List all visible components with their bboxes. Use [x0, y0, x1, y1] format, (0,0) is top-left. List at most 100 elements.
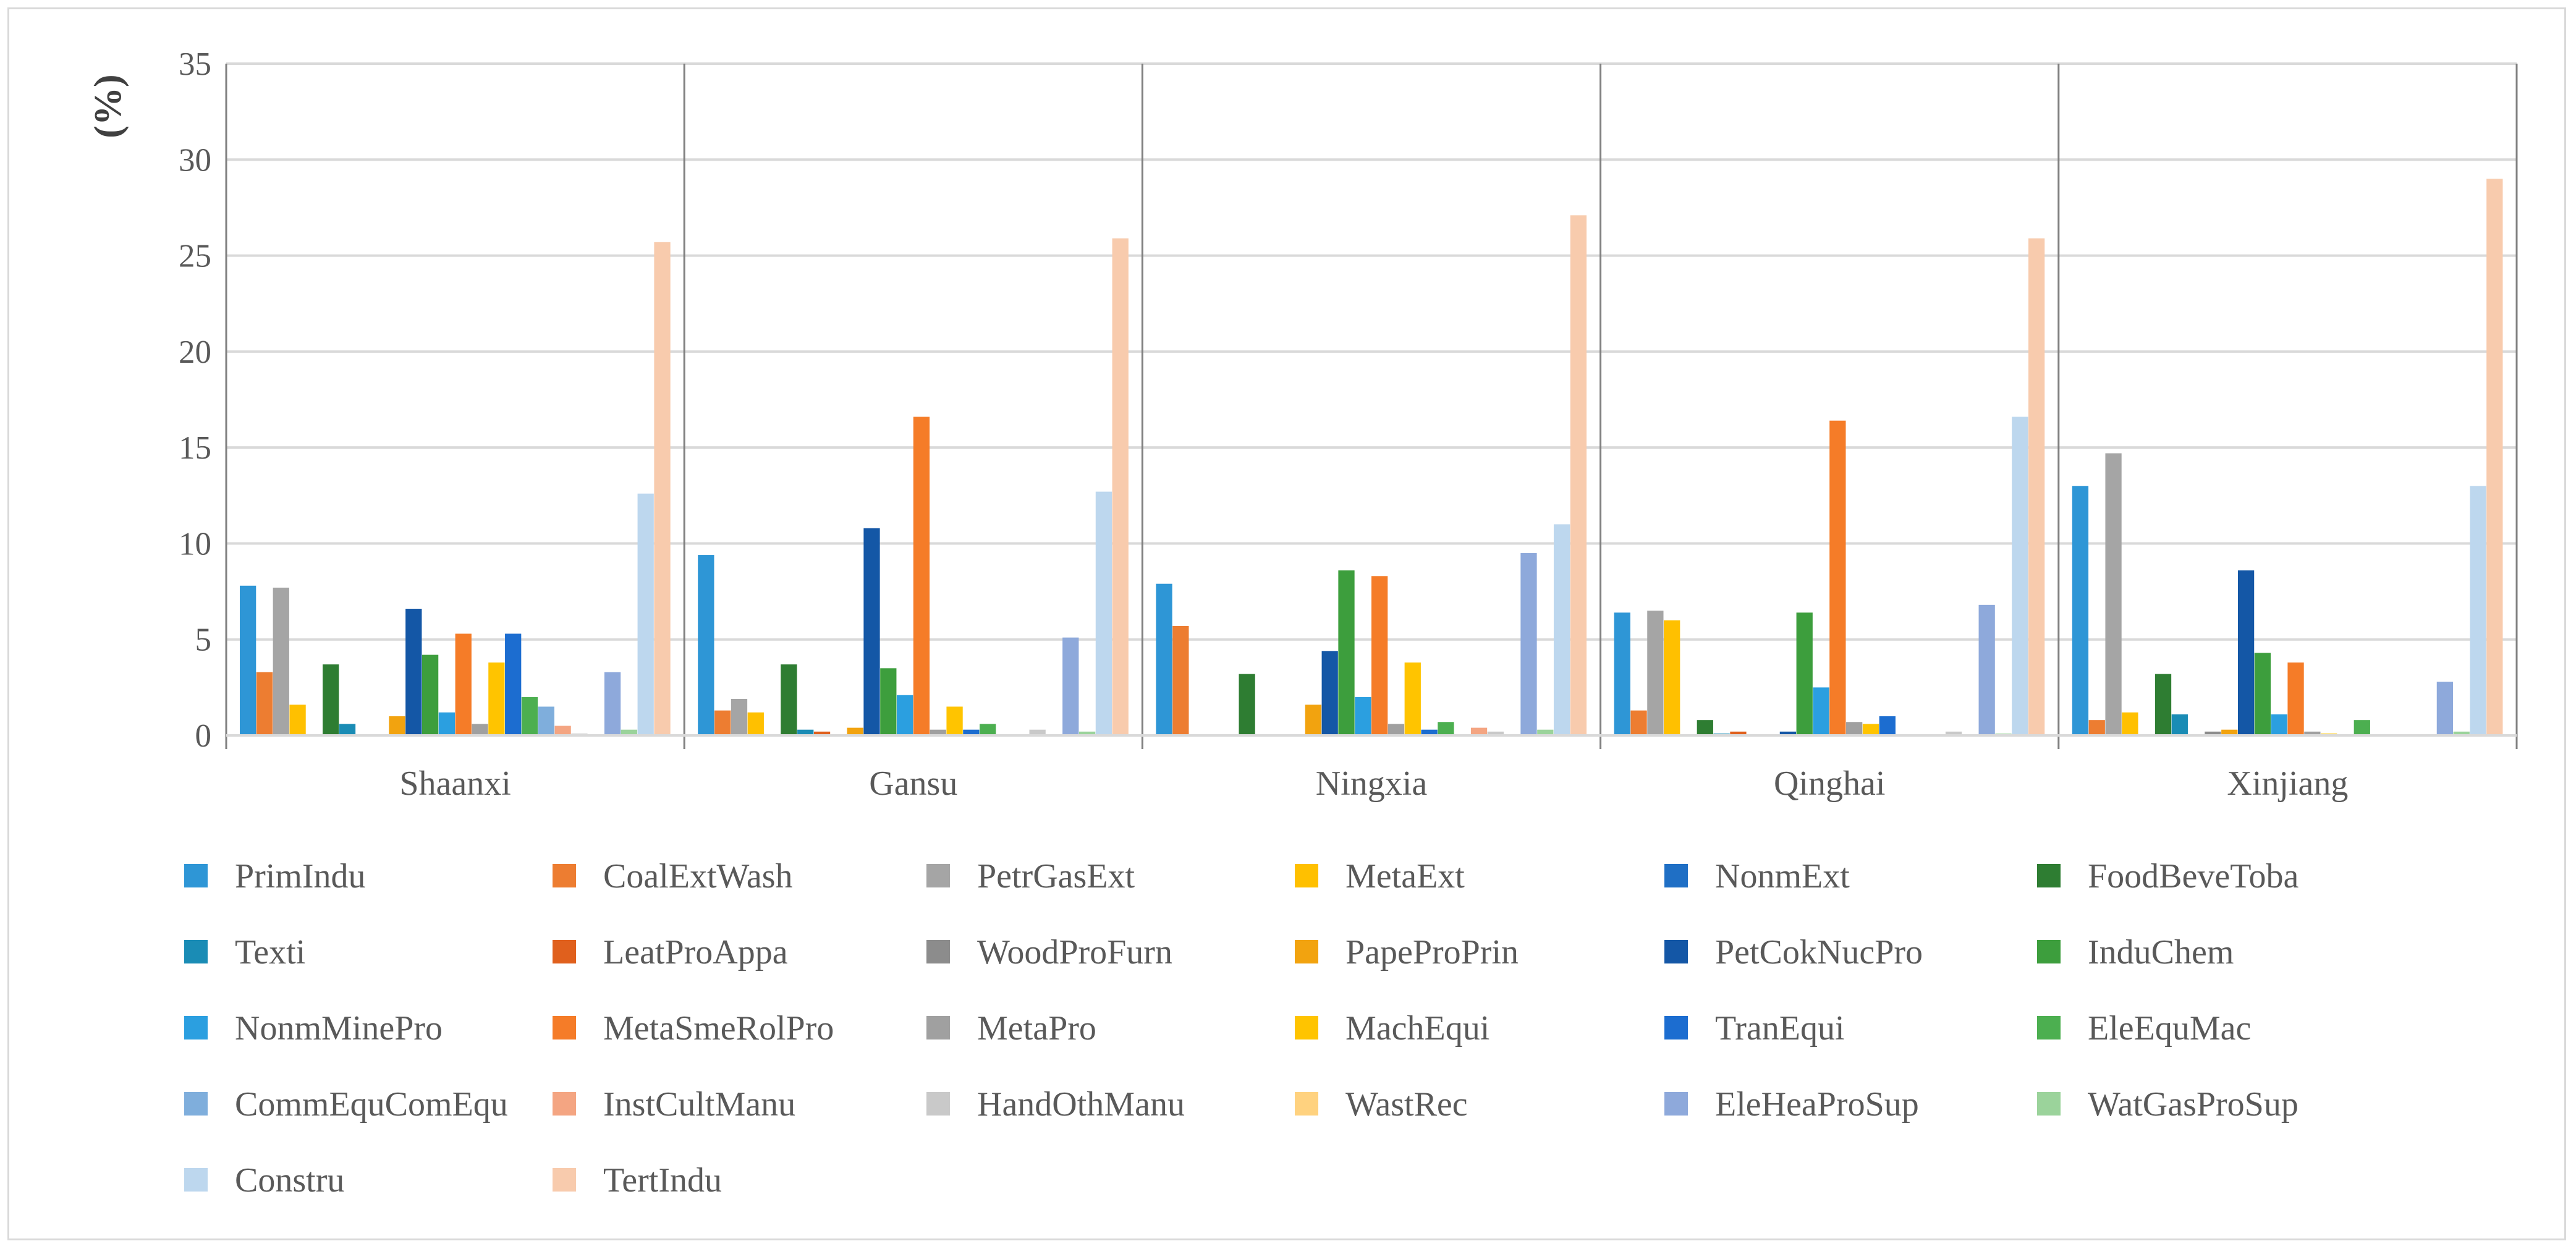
bar-LeatProAppa-Gansu: [813, 731, 831, 735]
bar-PapeProPrin-Ningxia: [1305, 705, 1322, 735]
legend-label: MachEqui: [1345, 1009, 1489, 1048]
bars: [240, 179, 2503, 735]
legend-item-MetaPro: MetaPro: [926, 1009, 1096, 1048]
bar-Constru-Shaanxi: [637, 493, 654, 735]
bar-PrimIndu-Gansu: [698, 555, 714, 735]
bar-MetaPro-Gansu: [930, 729, 946, 735]
legend-label: Texti: [235, 933, 305, 972]
y-tick-label: 5: [195, 622, 212, 658]
bar-MetaExt-Xinjiang: [2122, 712, 2138, 735]
bar-MachEqui-Gansu: [946, 706, 963, 735]
legend-swatch: [1295, 940, 1318, 963]
bar-FoodBeveToba-Xinjiang: [2154, 674, 2172, 735]
bar-MetaSmeRolPro-Gansu: [913, 417, 930, 735]
legend-label: EleEquMac: [2088, 1009, 2251, 1048]
legend-item-CommEquComEqu: CommEquComEqu: [184, 1085, 508, 1124]
bar-PapeProPrin-Xinjiang: [2221, 729, 2238, 735]
legend-label: LeatProAppa: [603, 933, 788, 972]
legend-label: NonmMinePro: [235, 1009, 443, 1048]
legend-item-NonmMinePro: NonmMinePro: [184, 1009, 443, 1048]
legend-swatch: [2037, 864, 2061, 887]
legend-item-EleEquMac: EleEquMac: [2037, 1009, 2251, 1048]
bar-EleHeaProSup-Qinghai: [1978, 604, 1995, 735]
legend-item-MetaExt: MetaExt: [1295, 857, 1465, 895]
legend-swatch: [2037, 940, 2061, 963]
bar-CoalExtWash-Xinjiang: [2088, 720, 2105, 735]
bar-InstCultManu-Shaanxi: [554, 726, 571, 735]
bar-WatGasProSup-Ningxia: [1537, 729, 1554, 735]
bar-InstCultManu-Ningxia: [1470, 727, 1488, 735]
bar-MetaSmeRolPro-Ningxia: [1371, 576, 1388, 735]
bar-PetrGasExt-Qinghai: [1647, 611, 1664, 735]
bar-EleHeaProSup-Ningxia: [1520, 553, 1537, 735]
x-tick-label: Gansu: [869, 764, 957, 803]
bar-NonmMinePro-Ningxia: [1355, 696, 1371, 735]
bar-TranEqui-Qinghai: [1879, 716, 1896, 735]
legend-swatch: [1664, 1092, 1688, 1116]
bar-EleHeaProSup-Shaanxi: [604, 672, 621, 735]
bar-WatGasProSup-Xinjiang: [2453, 731, 2470, 735]
bar-TranEqui-Shaanxi: [505, 633, 522, 735]
legend-swatch: [553, 940, 576, 963]
bar-Constru-Gansu: [1095, 491, 1112, 735]
bar-Texti-Xinjiang: [2171, 714, 2188, 735]
bar-MetaSmeRolPro-Xinjiang: [2287, 662, 2304, 735]
bar-CoalExtWash-Ningxia: [1172, 625, 1189, 735]
bar-Texti-Shaanxi: [339, 724, 356, 735]
bar-PapeProPrin-Gansu: [847, 727, 863, 735]
bar-MachEqui-Qinghai: [1862, 724, 1879, 735]
bar-CommEquComEqu-Shaanxi: [538, 706, 554, 735]
legend-item-PetrGasExt: PetrGasExt: [926, 857, 1135, 895]
bar-PetCokNucPro-Xinjiang: [2237, 570, 2255, 735]
legend-swatch: [1295, 1092, 1318, 1116]
bar-CoalExtWash-Shaanxi: [256, 672, 273, 735]
legend-label: MetaSmeRolPro: [603, 1009, 834, 1048]
bar-LeatProAppa-Qinghai: [1730, 731, 1747, 735]
legend-item-MetaSmeRolPro: MetaSmeRolPro: [553, 1009, 834, 1048]
bar-WoodProFurn-Xinjiang: [2205, 731, 2221, 735]
legend-label: InstCultManu: [603, 1085, 795, 1124]
legend-item-EleHeaProSup: EleHeaProSup: [1664, 1085, 1919, 1124]
bar-NonmMinePro-Xinjiang: [2271, 714, 2287, 735]
bar-NonmMinePro-Shaanxi: [438, 712, 455, 735]
bar-TertIndu-Gansu: [1112, 238, 1129, 735]
legend-swatch: [1295, 864, 1318, 887]
y-tick-label: 30: [179, 142, 211, 178]
y-axis-title: (%): [87, 74, 129, 138]
chart-frame: [7, 7, 2566, 1240]
legend-label: PetCokNucPro: [1715, 933, 1923, 972]
legend-item-Constru: Constru: [184, 1161, 344, 1200]
bar-EleEquMac-Gansu: [980, 724, 996, 735]
bar-InduChem-Shaanxi: [422, 654, 439, 735]
legend-label: WoodProFurn: [977, 933, 1172, 972]
legend-label: NonmExt: [1715, 857, 1850, 895]
legend-swatch: [926, 1016, 950, 1039]
bar-InduChem-Qinghai: [1796, 612, 1813, 735]
bar-NonmMinePro-Qinghai: [1813, 687, 1829, 735]
bar-HandOthManu-Qinghai: [1945, 731, 1962, 735]
x-tick-label: Shaanxi: [399, 764, 511, 803]
gridlines: [226, 62, 2517, 641]
legend-item-CoalExtWash: CoalExtWash: [553, 857, 793, 895]
legend-item-WatGasProSup: WatGasProSup: [2037, 1085, 2298, 1124]
bar-MetaPro-Qinghai: [1846, 722, 1863, 735]
bar-PetrGasExt-Shaanxi: [273, 587, 289, 735]
bar-Texti-Gansu: [797, 729, 814, 735]
bar-PetCokNucPro-Gansu: [863, 528, 880, 735]
legend-item-PrimIndu: PrimIndu: [184, 857, 366, 895]
bar-MetaExt-Qinghai: [1664, 620, 1680, 735]
bar-CoalExtWash-Qinghai: [1630, 710, 1647, 735]
legend-swatch: [184, 940, 208, 963]
bar-TertIndu-Qinghai: [2028, 238, 2045, 735]
legend-label: MetaPro: [977, 1009, 1096, 1048]
bar-FoodBeveToba-Gansu: [781, 664, 797, 735]
bar-WatGasProSup-Shaanxi: [621, 729, 638, 735]
legend-swatch: [1295, 1016, 1318, 1039]
legend-swatch: [2037, 1016, 2061, 1039]
bar-HandOthManu-Gansu: [1029, 729, 1046, 735]
y-tick-label: 35: [179, 46, 211, 82]
legend-item-MachEqui: MachEqui: [1295, 1009, 1489, 1048]
bar-TranEqui-Gansu: [963, 729, 980, 735]
legend-label: WatGasProSup: [2088, 1085, 2298, 1124]
bar-PetCokNucPro-Ningxia: [1321, 651, 1338, 735]
